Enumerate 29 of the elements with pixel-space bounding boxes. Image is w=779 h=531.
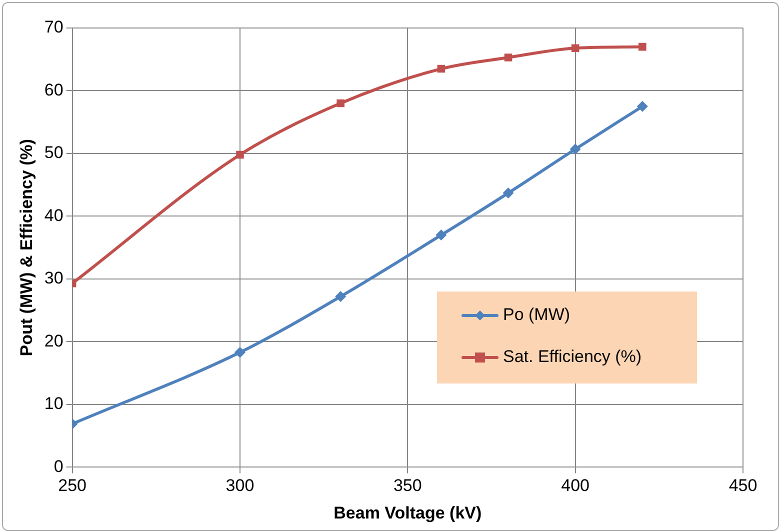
- point: [236, 150, 244, 159]
- y-tick-label: 70: [44, 18, 64, 37]
- y-tick-label: 40: [44, 206, 64, 225]
- point: [636, 100, 648, 112]
- y-tick-label: 10: [44, 394, 64, 414]
- point: [437, 64, 446, 73]
- point: [234, 346, 246, 358]
- y-tick-label: 60: [44, 80, 64, 100]
- y-tick-label: 20: [44, 331, 64, 350]
- y-axis-title: Pout (MW) & Efficiency (%): [16, 138, 36, 356]
- point: [504, 54, 512, 62]
- y-tick-label: 0: [54, 456, 64, 476]
- legend-label: Sat. Efficiency (%): [503, 347, 642, 366]
- point: [571, 44, 580, 52]
- point: [335, 291, 346, 302]
- point: [436, 230, 447, 241]
- x-tick-label: 250: [58, 476, 86, 496]
- point: [638, 42, 646, 51]
- x-tick-label: 400: [561, 476, 590, 496]
- x-tick-label: 350: [393, 476, 422, 496]
- x-axis-title: Beam Voltage (kV): [334, 503, 482, 522]
- x-tick-label: 450: [728, 476, 758, 496]
- point: [570, 144, 581, 155]
- x-tick-label: 300: [226, 476, 254, 496]
- y-tick-label: 50: [44, 143, 64, 162]
- legend-label: Po (MW): [503, 305, 570, 324]
- point: [502, 188, 514, 199]
- point: [336, 99, 344, 108]
- y-tick-label: 30: [44, 268, 64, 288]
